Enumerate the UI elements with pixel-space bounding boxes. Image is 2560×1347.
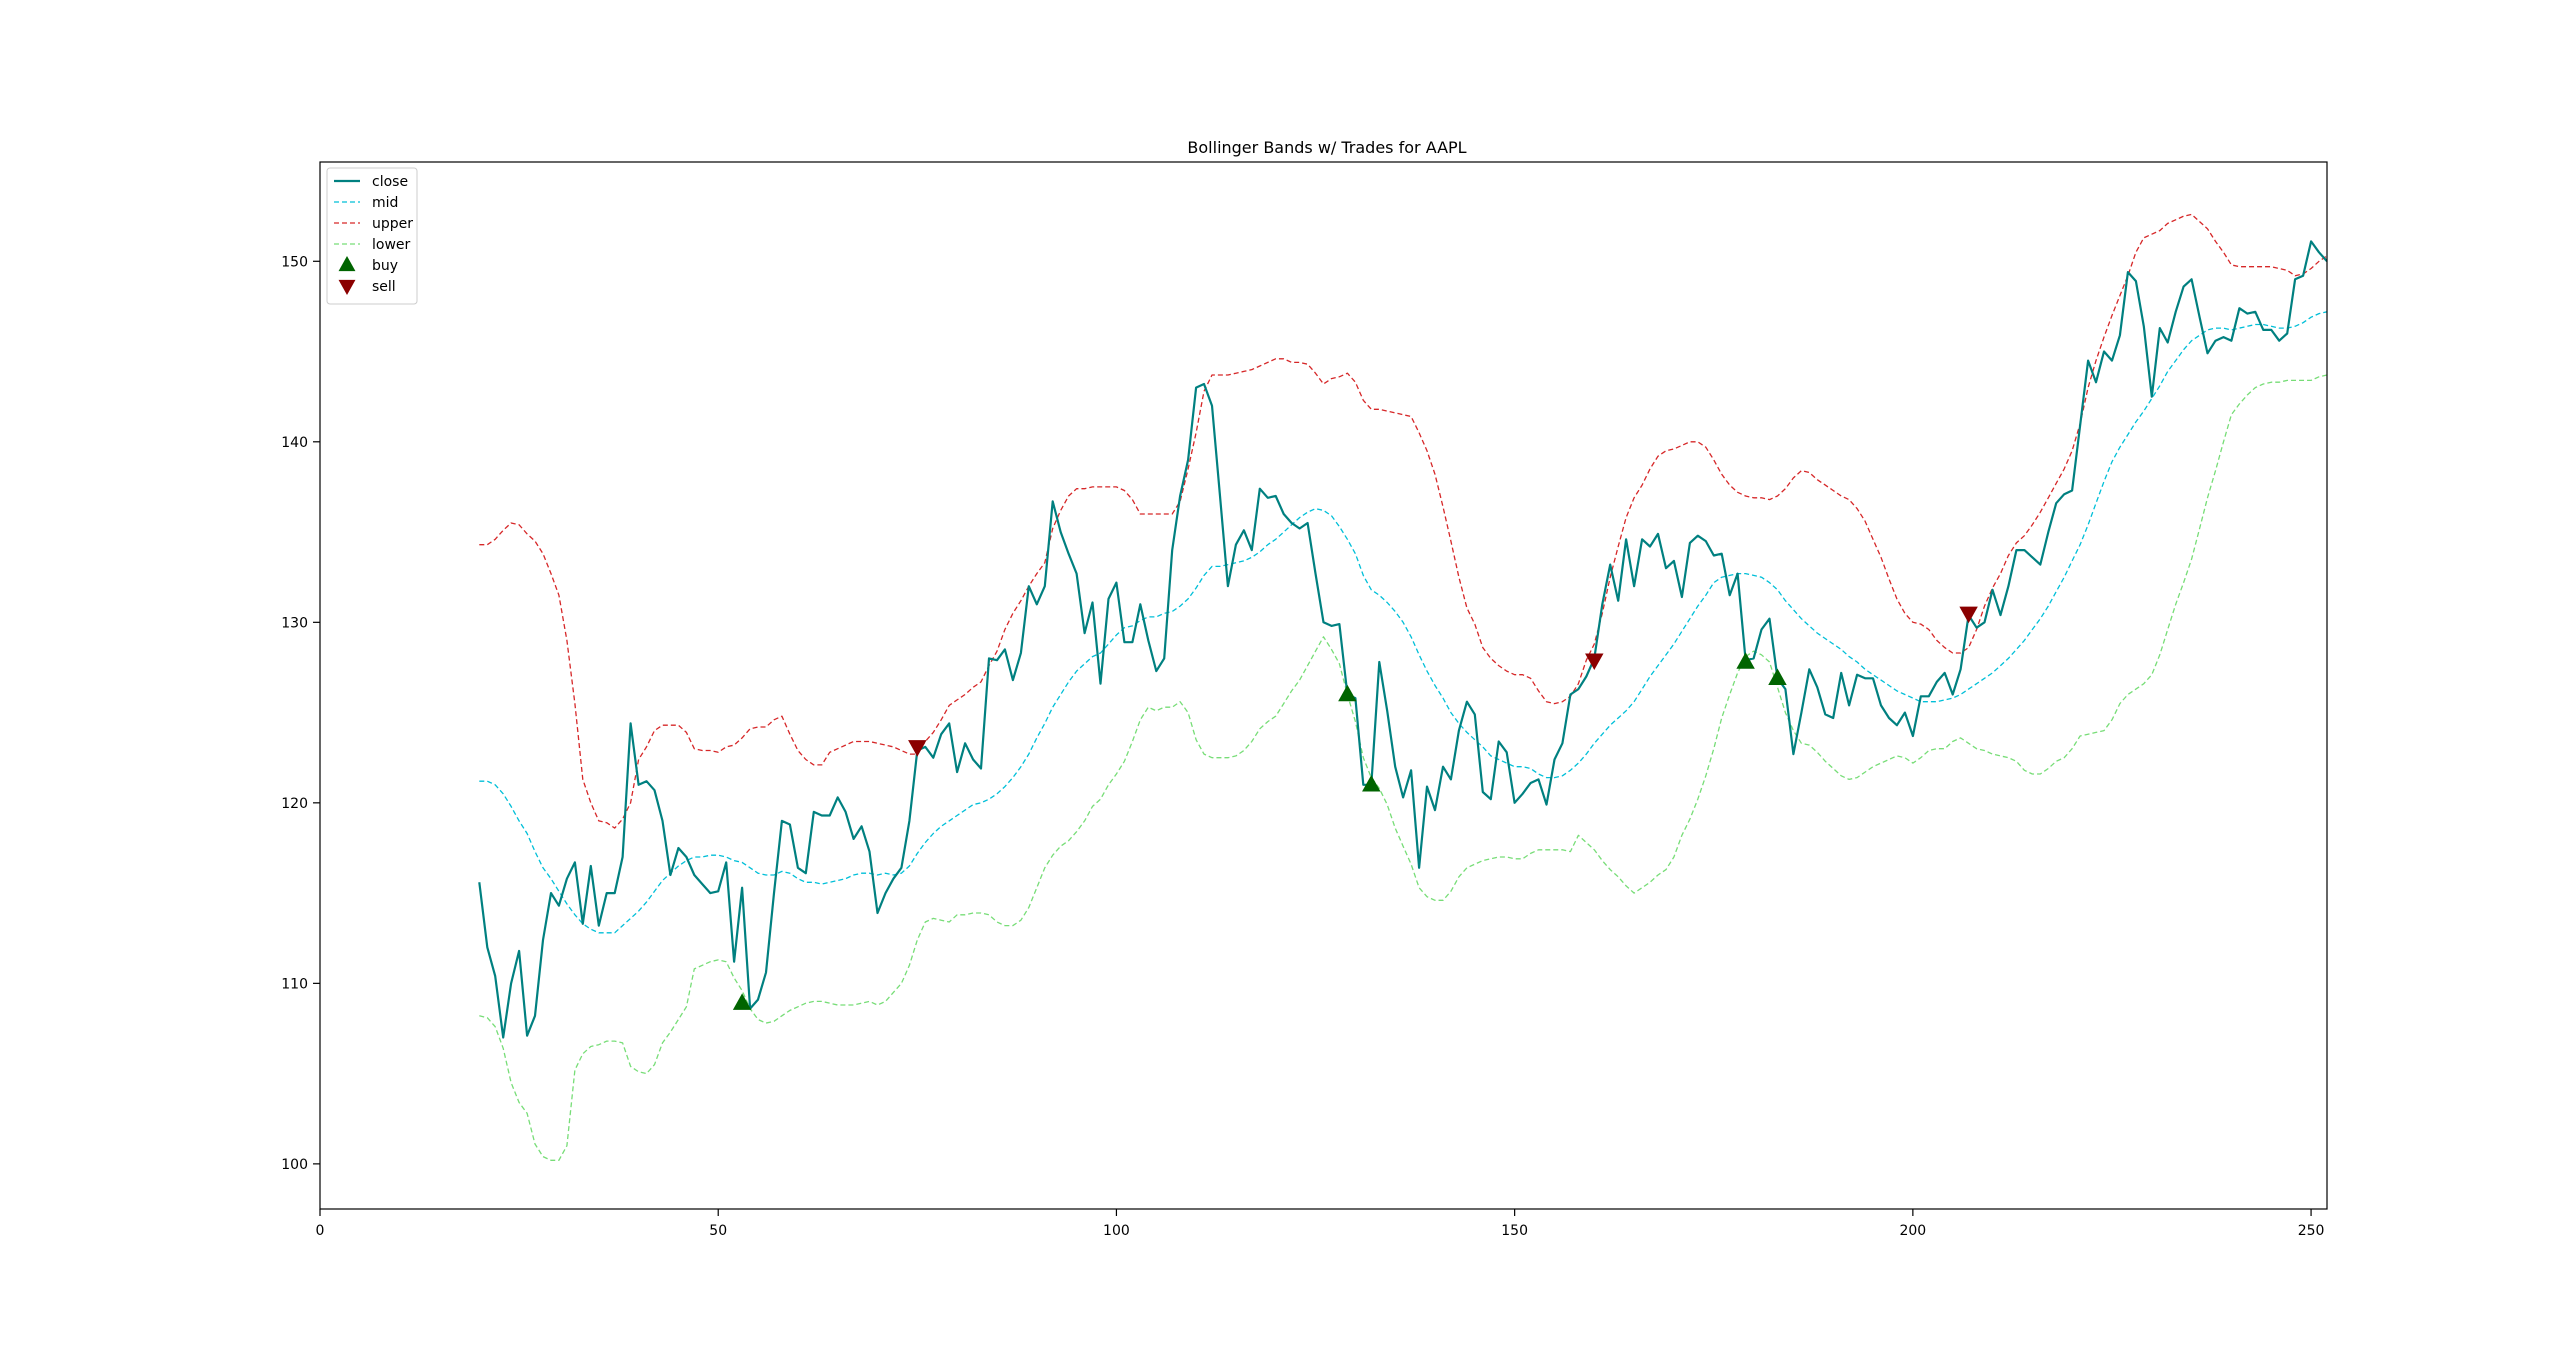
series-line-lower bbox=[479, 374, 2327, 1161]
series-line-mid bbox=[479, 311, 2327, 934]
x-tick-label: 250 bbox=[2298, 1223, 2325, 1239]
legend: close mid upper lower buy sell bbox=[326, 167, 418, 305]
sell-marker bbox=[1585, 653, 1604, 671]
legend-label-lower: lower bbox=[372, 237, 411, 253]
legend-label-mid: mid bbox=[372, 195, 398, 211]
sell-marker bbox=[1959, 606, 1978, 624]
y-tick-label: 110 bbox=[281, 976, 308, 992]
legend-label-close: close bbox=[372, 174, 408, 190]
legend-label-buy: buy bbox=[372, 258, 398, 274]
trade-markers bbox=[732, 606, 1978, 1010]
legend-label-upper: upper bbox=[372, 216, 413, 232]
x-tick-label: 100 bbox=[1103, 1223, 1130, 1239]
y-tick-label: 100 bbox=[281, 1157, 308, 1173]
series-line-close bbox=[478, 240, 2327, 1039]
buy-marker bbox=[732, 993, 752, 1010]
y-tick-label: 120 bbox=[281, 796, 308, 812]
y-tick-label: 130 bbox=[281, 615, 308, 631]
legend-swatch-sell bbox=[338, 279, 356, 296]
buy-marker bbox=[1736, 652, 1755, 669]
buy-marker bbox=[1362, 774, 1381, 792]
y-tick-label: 140 bbox=[281, 435, 308, 451]
x-tick-label: 50 bbox=[709, 1223, 727, 1239]
plot-frame bbox=[319, 161, 2328, 1210]
buy-marker bbox=[1768, 668, 1787, 685]
axes: 0 50 100 150 200 250 100 110 120 130 140 150 bbox=[281, 254, 2324, 1239]
series-layer bbox=[478, 213, 2327, 1161]
chart-title: Bollinger Bands w/ Trades for AAPL bbox=[1187, 138, 1466, 157]
sell-marker bbox=[908, 740, 927, 757]
legend-swatch-buy bbox=[338, 255, 356, 272]
legend-label-sell: sell bbox=[372, 279, 396, 295]
x-tick-label: 200 bbox=[1899, 1223, 1926, 1239]
y-tick-label: 150 bbox=[281, 254, 308, 270]
x-tick-label: 0 bbox=[316, 1223, 325, 1239]
buy-marker bbox=[1338, 684, 1357, 702]
x-tick-label: 150 bbox=[1501, 1223, 1528, 1239]
